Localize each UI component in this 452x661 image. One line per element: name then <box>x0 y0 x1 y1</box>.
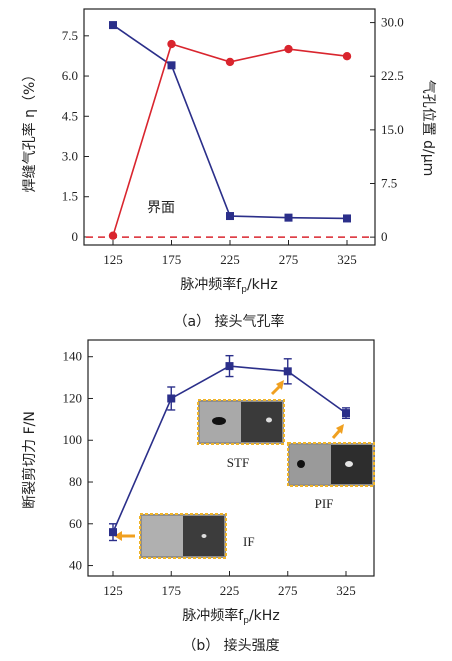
panel-b-x-label: 脉冲频率fp/kHz <box>182 607 279 626</box>
panel-b-y-tick-label: 40 <box>69 558 82 573</box>
panel-a-series <box>86 21 373 240</box>
panel-b-y-label: 断裂剪切力 F/N <box>22 411 38 509</box>
pore-position-point <box>284 44 293 54</box>
shear-force-point <box>342 409 350 418</box>
panel-a: 0 1.5 3.0 4.5 6.0 7.5 0 7.5 15.0 22.5 30.0 125 175… <box>21 8 436 330</box>
porosity-point <box>343 214 351 223</box>
panel-b-y-tick-label: 80 <box>69 474 82 489</box>
arrow-pif <box>331 429 342 439</box>
panel-b-x-tick-label: 225 <box>220 583 240 598</box>
inset-if <box>139 513 227 559</box>
panel-b-y-tick-label: 140 <box>63 349 83 364</box>
inset-pif-label: PIF <box>315 496 334 511</box>
porosity-point <box>284 213 293 222</box>
panel-a-right-y-label: 气孔位置 d/μm <box>420 80 436 177</box>
panel-a-right-tick-label: 30.0 <box>381 15 404 30</box>
panel-a-x-tick-label: 275 <box>279 252 299 267</box>
panel-a-left-tick-label: 0 <box>72 229 79 244</box>
pore-position-point <box>167 39 176 49</box>
panel-a-left-y-label: 焊缝气孔率 η（%） <box>21 68 38 193</box>
panel-a-frame <box>83 8 376 246</box>
panel-a-x-tick-label: 225 <box>220 252 240 267</box>
inset-if-label: IF <box>243 534 255 549</box>
panel-b-y-tick-label: 60 <box>69 516 82 531</box>
panel-b-x-tick-label: 175 <box>162 583 182 598</box>
panel-b-y-tick-label: 100 <box>63 432 83 447</box>
inset-if-spot <box>201 534 207 538</box>
arrow-pif-head <box>336 424 344 434</box>
panel-b-y-axis: 40 60 80 100 120 140 <box>63 349 93 573</box>
arrow-if-head <box>114 531 122 541</box>
shear-force-point <box>109 528 117 537</box>
pore-position-point <box>108 231 118 240</box>
panel-a-x-label: 脉冲频率fp/kHz <box>180 276 277 295</box>
arrow-stf-head <box>276 380 284 390</box>
panel-a-right-tick-label: 0 <box>381 229 388 244</box>
panel-a-left-tick-label: 3.0 <box>62 149 78 164</box>
panel-b-x-tick-label: 275 <box>278 583 298 598</box>
arrow-stf <box>270 384 282 396</box>
panel-b-series <box>109 354 350 542</box>
panel-a-left-tick-label: 4.5 <box>62 108 78 123</box>
porosity-point <box>109 21 117 30</box>
inset-stf-label: STF <box>227 455 249 470</box>
panel-a-x-tick-label: 325 <box>337 252 357 267</box>
panel-a-left-tick-label: 6.0 <box>62 68 78 83</box>
inset-stf-spot <box>266 417 272 423</box>
panel-a-interface-annotation: 界面 <box>147 200 175 216</box>
panel-a-x-tick-label: 125 <box>103 252 123 267</box>
panel-b-x-axis: 125 175 225 275 325 <box>103 571 356 598</box>
panel-a-right-tick-label: 15.0 <box>381 122 404 137</box>
pore-position-point <box>225 57 235 67</box>
shear-force-point <box>283 367 292 376</box>
porosity-point <box>226 212 234 221</box>
inset-stf-pore <box>212 417 226 425</box>
pore-position-point <box>342 52 352 61</box>
inset-if-left-image <box>142 516 183 556</box>
inset-pif-pore <box>297 460 305 468</box>
inset-pif-left-image <box>290 445 331 484</box>
shear-force-point <box>167 394 176 403</box>
panel-a-left-y-axis: 0 1.5 3.0 4.5 6.0 7.5 <box>62 28 89 244</box>
shear-force-point <box>225 362 234 371</box>
panel-a-x-tick-label: 175 <box>162 252 182 267</box>
panel-a-left-tick-label: 7.5 <box>62 28 78 43</box>
inset-pif-spot <box>345 461 353 467</box>
panel-a-right-tick-label: 7.5 <box>381 175 397 190</box>
inset-stf-right-image <box>241 402 282 442</box>
panel-a-right-tick-label: 22.5 <box>381 68 404 83</box>
panel-b-y-tick-label: 120 <box>63 390 83 405</box>
panel-a-x-axis: 125 175 225 275 325 <box>103 240 357 267</box>
panel-a-right-y-axis: 0 7.5 15.0 22.5 30.0 <box>370 15 404 244</box>
inset-arrows <box>114 380 344 541</box>
panel-a-caption: （a） 接头气孔率 <box>173 313 284 330</box>
inset-pif <box>287 442 375 487</box>
panel-a-left-tick-label: 1.5 <box>62 189 78 204</box>
panel-b-x-tick-label: 125 <box>103 583 123 598</box>
panel-b-caption: （b） 接头强度 <box>182 637 279 654</box>
panel-b-x-tick-label: 325 <box>336 583 356 598</box>
inset-stf <box>197 399 285 445</box>
porosity-point <box>167 61 176 70</box>
